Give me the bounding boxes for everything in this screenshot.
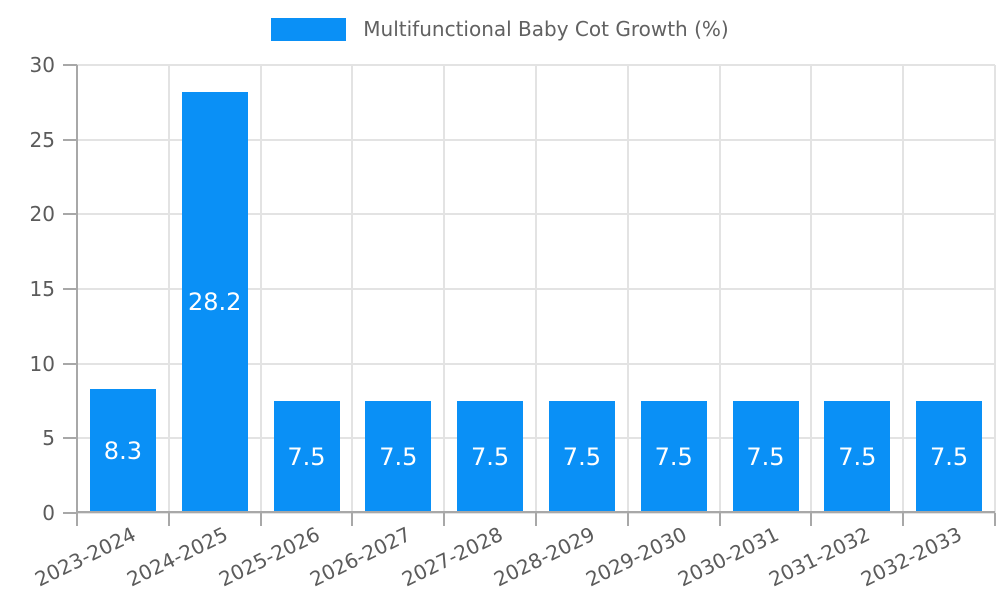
x-tick-mark bbox=[76, 513, 78, 526]
gridline-v bbox=[718, 65, 721, 513]
y-axis-line bbox=[76, 65, 78, 515]
y-tick-mark bbox=[63, 437, 77, 440]
y-tick-mark bbox=[63, 213, 77, 216]
legend-label: Multifunctional Baby Cot Growth (%) bbox=[363, 17, 729, 41]
plot-area: 8.3 2023-2024 28.2 2024-2025 7.5 2025-2026 7.5… bbox=[31, 64, 996, 591]
x-tick-mark bbox=[810, 513, 813, 526]
bar bbox=[89, 389, 156, 513]
gridline-v bbox=[626, 65, 629, 513]
x-tick-mark bbox=[443, 513, 446, 526]
chart-legend: Multifunctional Baby Cot Growth (%) bbox=[0, 17, 1000, 41]
legend-item[interactable]: Multifunctional Baby Cot Growth (%) bbox=[271, 17, 729, 41]
gridline-v bbox=[259, 65, 262, 513]
x-tick-mark bbox=[535, 513, 537, 526]
y-tick-label: 5 bbox=[42, 426, 55, 451]
bar bbox=[548, 401, 615, 513]
x-tick-label: 2032-2033 bbox=[857, 522, 966, 592]
gridline-v bbox=[443, 65, 446, 513]
gridline-v bbox=[902, 65, 905, 513]
x-axis-line bbox=[76, 511, 995, 513]
legend-swatch-icon bbox=[271, 17, 347, 41]
y-tick-mark bbox=[63, 138, 77, 141]
x-tick-mark bbox=[167, 513, 170, 526]
x-tick-label: 2023-2024 bbox=[30, 522, 140, 592]
bar bbox=[273, 401, 340, 513]
gridline-v bbox=[535, 65, 537, 513]
bar bbox=[732, 401, 799, 513]
y-tick-label: 0 bbox=[42, 501, 55, 525]
gridline-v bbox=[351, 65, 354, 513]
x-tick-label: 2028-2029 bbox=[489, 522, 599, 592]
gridline-v bbox=[810, 65, 813, 513]
gridline-v bbox=[994, 65, 996, 513]
x-tick-label: 2030-2031 bbox=[673, 522, 783, 592]
x-tick-label: 2025-2026 bbox=[214, 522, 324, 592]
y-tick-mark bbox=[63, 288, 77, 290]
bar bbox=[457, 401, 524, 513]
bar bbox=[916, 401, 983, 513]
y-tick-label: 30 bbox=[29, 53, 55, 77]
gridline-v bbox=[167, 65, 170, 513]
x-tick-label: 2029-2030 bbox=[581, 522, 691, 592]
x-tick-mark bbox=[351, 513, 354, 526]
bar bbox=[365, 401, 432, 513]
x-tick-mark bbox=[902, 513, 905, 526]
y-tick-mark bbox=[63, 362, 77, 365]
x-tick-mark bbox=[626, 513, 629, 526]
bar bbox=[824, 401, 891, 513]
x-tick-mark bbox=[718, 513, 721, 526]
y-tick-label: 10 bbox=[29, 351, 55, 376]
y-tick-mark bbox=[63, 64, 77, 66]
x-tick-label: 2026-2027 bbox=[306, 522, 415, 592]
x-tick-mark bbox=[259, 513, 262, 526]
x-tick-label: 2031-2032 bbox=[765, 522, 874, 592]
y-tick-label: 15 bbox=[29, 277, 55, 301]
x-tick-label: 2027-2028 bbox=[398, 522, 507, 592]
x-tick-label: 2024-2025 bbox=[122, 522, 232, 592]
bar bbox=[181, 91, 248, 513]
x-tick-mark bbox=[994, 513, 996, 526]
y-tick-label: 25 bbox=[29, 127, 55, 152]
bar bbox=[640, 401, 707, 513]
y-tick-label: 20 bbox=[29, 202, 55, 227]
y-tick-mark bbox=[63, 512, 77, 514]
